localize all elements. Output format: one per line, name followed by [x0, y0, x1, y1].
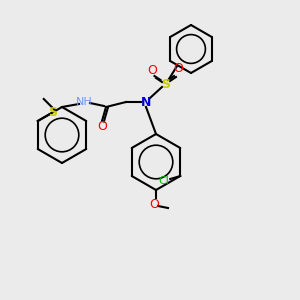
Text: O: O: [173, 62, 183, 76]
Text: N: N: [141, 95, 151, 109]
Text: O: O: [97, 121, 107, 134]
Text: NH: NH: [76, 97, 92, 107]
Text: S: S: [48, 106, 57, 118]
Text: S: S: [161, 77, 170, 91]
Text: O: O: [147, 64, 157, 77]
Text: O: O: [149, 197, 159, 211]
Text: Cl: Cl: [159, 176, 170, 186]
